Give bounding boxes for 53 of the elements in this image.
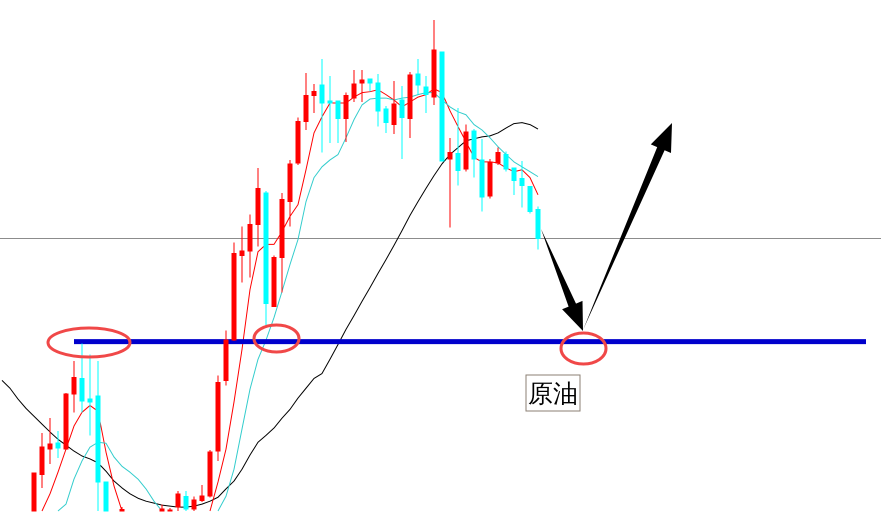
candlestick bbox=[488, 158, 492, 200]
candlestick bbox=[336, 100, 340, 144]
candlestick bbox=[440, 51, 444, 162]
candlestick bbox=[200, 484, 204, 503]
candlestick bbox=[32, 472, 36, 512]
candlestick bbox=[456, 107, 460, 186]
candlestick bbox=[56, 430, 60, 458]
candlestick bbox=[96, 360, 100, 512]
candlestick bbox=[472, 128, 476, 178]
candlestick bbox=[248, 214, 252, 278]
candlestick bbox=[328, 75, 332, 144]
candlestick bbox=[368, 78, 372, 92]
candlestick bbox=[520, 160, 524, 208]
candlestick bbox=[224, 330, 228, 386]
candlestick bbox=[312, 83, 316, 114]
candlestick bbox=[480, 138, 484, 212]
candlestick bbox=[64, 392, 68, 451]
candlestick bbox=[376, 74, 380, 128]
candlestick bbox=[104, 482, 108, 512]
candlestick bbox=[192, 496, 196, 512]
candlestick bbox=[256, 167, 260, 247]
candlestick bbox=[264, 190, 268, 327]
candlestick bbox=[232, 242, 236, 342]
candlestick bbox=[72, 360, 76, 413]
candlestick bbox=[344, 92, 348, 142]
candlestick bbox=[216, 374, 220, 462]
candlestick bbox=[168, 508, 172, 512]
candlestick bbox=[40, 432, 44, 488]
candlestick bbox=[536, 206, 540, 250]
candlestick bbox=[88, 354, 92, 436]
candlestick bbox=[512, 167, 516, 196]
candlestick bbox=[296, 117, 300, 166]
candlestick bbox=[400, 85, 404, 160]
candlestick bbox=[80, 343, 84, 413]
candlestick bbox=[48, 418, 52, 464]
candlestick bbox=[424, 75, 428, 114]
candlestick bbox=[304, 72, 308, 130]
candlestick bbox=[496, 147, 500, 166]
candlestick bbox=[504, 151, 508, 172]
candlestick bbox=[176, 490, 180, 512]
candlestick bbox=[288, 159, 292, 228]
candlestick bbox=[416, 58, 420, 96]
candlestick bbox=[448, 137, 452, 228]
candlestick bbox=[464, 124, 468, 172]
candlestick bbox=[320, 58, 324, 154]
candlestick bbox=[208, 450, 212, 498]
candlestick bbox=[160, 504, 164, 512]
candlestick bbox=[280, 192, 284, 294]
candlestick bbox=[272, 255, 276, 308]
candlestick bbox=[528, 186, 532, 214]
candlestick bbox=[240, 226, 244, 284]
candlestick bbox=[184, 490, 188, 512]
candlestick bbox=[384, 105, 388, 134]
